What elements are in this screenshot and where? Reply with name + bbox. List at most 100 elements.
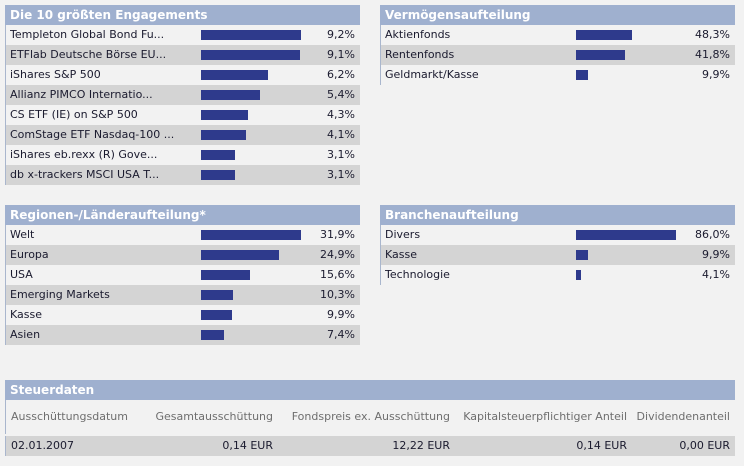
list-item: Templeton Global Bond Fu... 9,2% xyxy=(6,25,360,45)
item-label: db x-trackers MSCI USA T... xyxy=(10,168,160,181)
cell-kapitalsteuerpflichtiger-anteil: 0,14 EUR xyxy=(576,439,627,452)
steuer-header-row: Ausschüttungsdatum Gesamtausschüttung Fo… xyxy=(5,400,735,434)
item-value: 7,4% xyxy=(327,328,355,341)
item-label: Templeton Global Bond Fu... xyxy=(10,28,165,41)
item-value: 9,9% xyxy=(702,68,730,81)
list-item: USA 15,6% xyxy=(6,265,360,285)
item-label: Divers xyxy=(385,228,421,241)
list-item: CS ETF (IE) on S&P 500 4,3% xyxy=(6,105,360,125)
vermoegen-title: Vermögensaufteilung xyxy=(380,5,735,25)
item-label: Kasse xyxy=(10,308,42,321)
steuer-data-row: 02.01.2007 0,14 EUR 12,22 EUR 0,14 EUR 0… xyxy=(5,436,735,456)
percentage-bar xyxy=(201,270,250,280)
percentage-bar xyxy=(201,150,235,160)
item-value: 41,8% xyxy=(695,48,730,61)
cell-gesamtausschuettung: 0,14 EUR xyxy=(222,439,273,452)
list-item: Technologie 4,1% xyxy=(381,265,735,285)
percentage-bar xyxy=(201,90,260,100)
item-value: 4,1% xyxy=(327,128,355,141)
item-value: 24,9% xyxy=(320,248,355,261)
percentage-bar xyxy=(576,270,581,280)
percentage-bar xyxy=(201,250,279,260)
vermoegen-list: Aktienfonds 48,3% Rentenfonds 41,8% Geldmark… xyxy=(380,25,735,85)
regionen-list: Welt 31,9% Europa 24,9% USA 15,6% Emerging Mar… xyxy=(5,225,360,345)
percentage-bar xyxy=(201,50,300,60)
engagements-list: Templeton Global Bond Fu... 9,2% ETFlab De… xyxy=(5,25,360,185)
list-item: Asien 7,4% xyxy=(6,325,360,345)
list-item: db x-trackers MSCI USA T... 3,1% xyxy=(6,165,360,185)
item-value: 3,1% xyxy=(327,168,355,181)
list-item: iShares eb.rexx (R) Gove... 3,1% xyxy=(6,145,360,165)
item-label: Geldmarkt/Kasse xyxy=(385,68,479,81)
list-item: Allianz PIMCO Internatio... 5,4% xyxy=(6,85,360,105)
percentage-bar xyxy=(201,70,268,80)
steuer-title: Steuerdaten xyxy=(5,380,735,400)
item-value: 9,9% xyxy=(702,248,730,261)
item-value: 4,1% xyxy=(702,268,730,281)
list-item: Geldmarkt/Kasse 9,9% xyxy=(381,65,735,85)
item-label: ETFlab Deutsche Börse EU... xyxy=(10,48,167,61)
engagements-panel: Die 10 größten Engagements Templeton Glo… xyxy=(5,5,360,185)
item-label: Aktienfonds xyxy=(385,28,451,41)
cell-dividendenanteil: 0,00 EUR xyxy=(679,439,730,452)
header-ausschuettungsdatum: Ausschüttungsdatum xyxy=(11,410,128,423)
percentage-bar xyxy=(201,130,246,140)
cell-fondspreis: 12,22 EUR xyxy=(392,439,450,452)
item-value: 48,3% xyxy=(695,28,730,41)
item-label: Europa xyxy=(10,248,49,261)
item-value: 9,9% xyxy=(327,308,355,321)
list-item: ETFlab Deutsche Börse EU... 9,1% xyxy=(6,45,360,65)
header-kapitalsteuerpflichtiger-anteil: Kapitalsteuerpflichtiger Anteil xyxy=(463,410,627,423)
list-item: Kasse 9,9% xyxy=(6,305,360,325)
list-item: iShares S&P 500 6,2% xyxy=(6,65,360,85)
item-label: CS ETF (IE) on S&P 500 xyxy=(10,108,138,121)
item-value: 9,2% xyxy=(327,28,355,41)
item-value: 10,3% xyxy=(320,288,355,301)
branchen-list: Divers 86,0% Kasse 9,9% Technologie 4,1% xyxy=(380,225,735,285)
percentage-bar xyxy=(576,250,588,260)
header-gesamtausschuettung: Gesamtausschüttung xyxy=(155,410,273,423)
list-item: Kasse 9,9% xyxy=(381,245,735,265)
percentage-bar xyxy=(201,30,301,40)
cell-ausschuettungsdatum: 02.01.2007 xyxy=(11,439,74,452)
list-item: Divers 86,0% xyxy=(381,225,735,245)
item-label: iShares eb.rexx (R) Gove... xyxy=(10,148,158,161)
percentage-bar xyxy=(201,110,248,120)
percentage-bar xyxy=(576,50,625,60)
branchen-panel: Branchenaufteilung Divers 86,0% Kasse 9,9% T… xyxy=(380,205,735,285)
item-label: Asien xyxy=(10,328,41,341)
item-label: Allianz PIMCO Internatio... xyxy=(10,88,153,101)
header-dividendenanteil: Dividendenanteil xyxy=(636,410,730,423)
item-label: Kasse xyxy=(385,248,417,261)
item-value: 9,1% xyxy=(327,48,355,61)
item-value: 4,3% xyxy=(327,108,355,121)
percentage-bar xyxy=(201,170,235,180)
item-label: Emerging Markets xyxy=(10,288,110,301)
percentage-bar xyxy=(201,290,233,300)
percentage-bar xyxy=(201,310,232,320)
item-label: Rentenfonds xyxy=(385,48,455,61)
item-value: 6,2% xyxy=(327,68,355,81)
list-item: Rentenfonds 41,8% xyxy=(381,45,735,65)
item-label: Technologie xyxy=(385,268,450,281)
item-value: 31,9% xyxy=(320,228,355,241)
percentage-bar xyxy=(576,230,676,240)
vermoegen-panel: Vermögensaufteilung Aktienfonds 48,3% Rent… xyxy=(380,5,735,85)
item-label: Welt xyxy=(10,228,35,241)
item-value: 15,6% xyxy=(320,268,355,281)
item-label: ComStage ETF Nasdaq-100 ... xyxy=(10,128,175,141)
engagements-title: Die 10 größten Engagements xyxy=(5,5,360,25)
item-value: 5,4% xyxy=(327,88,355,101)
percentage-bar xyxy=(576,70,588,80)
regionen-title: Regionen-/Länderaufteilung* xyxy=(5,205,360,225)
branchen-title: Branchenaufteilung xyxy=(380,205,735,225)
item-value: 3,1% xyxy=(327,148,355,161)
item-label: USA xyxy=(10,268,33,281)
regionen-panel: Regionen-/Länderaufteilung* Welt 31,9% Eur… xyxy=(5,205,360,345)
steuer-panel: Steuerdaten Ausschüttungsdatum Gesamtaus… xyxy=(5,380,735,456)
list-item: Welt 31,9% xyxy=(6,225,360,245)
item-label: iShares S&P 500 xyxy=(10,68,101,81)
list-item: Aktienfonds 48,3% xyxy=(381,25,735,45)
list-item: Emerging Markets 10,3% xyxy=(6,285,360,305)
percentage-bar xyxy=(201,230,301,240)
